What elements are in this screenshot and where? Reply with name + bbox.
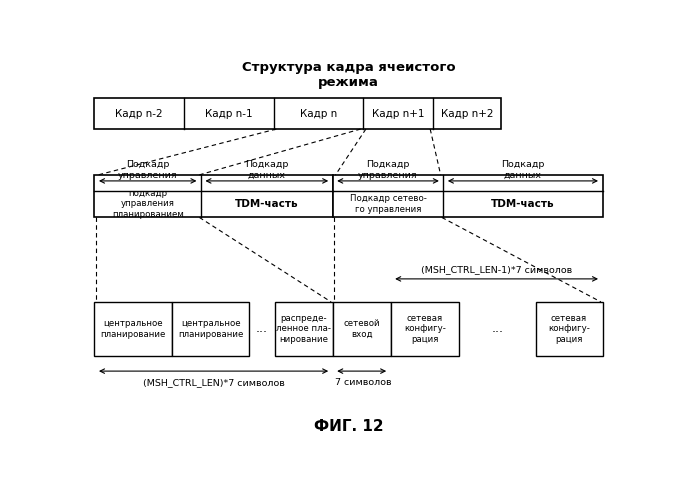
Text: Кадр n-1: Кадр n-1: [205, 109, 253, 119]
Text: центральное
планирование: центральное планирование: [101, 319, 166, 338]
Text: (MSH_CTRL_LEN)*7 символов: (MSH_CTRL_LEN)*7 символов: [143, 378, 284, 387]
Text: 7 символов: 7 символов: [335, 378, 392, 387]
Text: сетевой
вход: сетевой вход: [343, 319, 380, 338]
Bar: [95, 98, 501, 129]
Text: Подкадр
управления: Подкадр управления: [358, 161, 418, 180]
Bar: [536, 302, 602, 356]
Text: Кадр n+2: Кадр n+2: [441, 109, 493, 119]
Text: распреде-
ленное пла-
нирование: распреде- ленное пла- нирование: [276, 314, 331, 344]
Bar: [95, 302, 172, 356]
Bar: [275, 302, 333, 356]
Text: Подкадр
управления: Подкадр управления: [118, 161, 177, 180]
Bar: [172, 302, 250, 356]
Bar: [333, 302, 390, 356]
Bar: [333, 175, 602, 218]
Text: сетевая
конфигу-
рация: сетевая конфигу- рация: [548, 314, 590, 344]
Text: ФИГ. 12: ФИГ. 12: [313, 419, 384, 434]
Text: Структура кадра ячеистого
режима: Структура кадра ячеистого режима: [241, 61, 456, 89]
Bar: [95, 175, 333, 218]
Bar: [390, 302, 459, 356]
Text: сетевая
конфигу-
рация: сетевая конфигу- рация: [404, 314, 446, 344]
Text: TDM-часть: TDM-часть: [491, 199, 555, 209]
Text: Кадр n: Кадр n: [300, 109, 337, 119]
Text: Кадр n+1: Кадр n+1: [372, 109, 424, 119]
Text: центральное
планирование: центральное планирование: [178, 319, 243, 338]
Text: TDM-часть: TDM-часть: [235, 199, 299, 209]
Text: Подкадр
данных: Подкадр данных: [245, 161, 288, 180]
Text: (MSH_CTRL_LEN-1)*7 символов: (MSH_CTRL_LEN-1)*7 символов: [421, 265, 572, 274]
Text: Подкадр сетево-
го управления: Подкадр сетево- го управления: [350, 194, 426, 214]
Text: ...: ...: [256, 322, 268, 335]
Text: подкадр
управления
планированием: подкадр управления планированием: [112, 189, 184, 219]
Text: Кадр n-2: Кадр n-2: [116, 109, 163, 119]
Text: ...: ...: [492, 322, 504, 335]
Text: Подкадр
данных: Подкадр данных: [501, 161, 545, 180]
